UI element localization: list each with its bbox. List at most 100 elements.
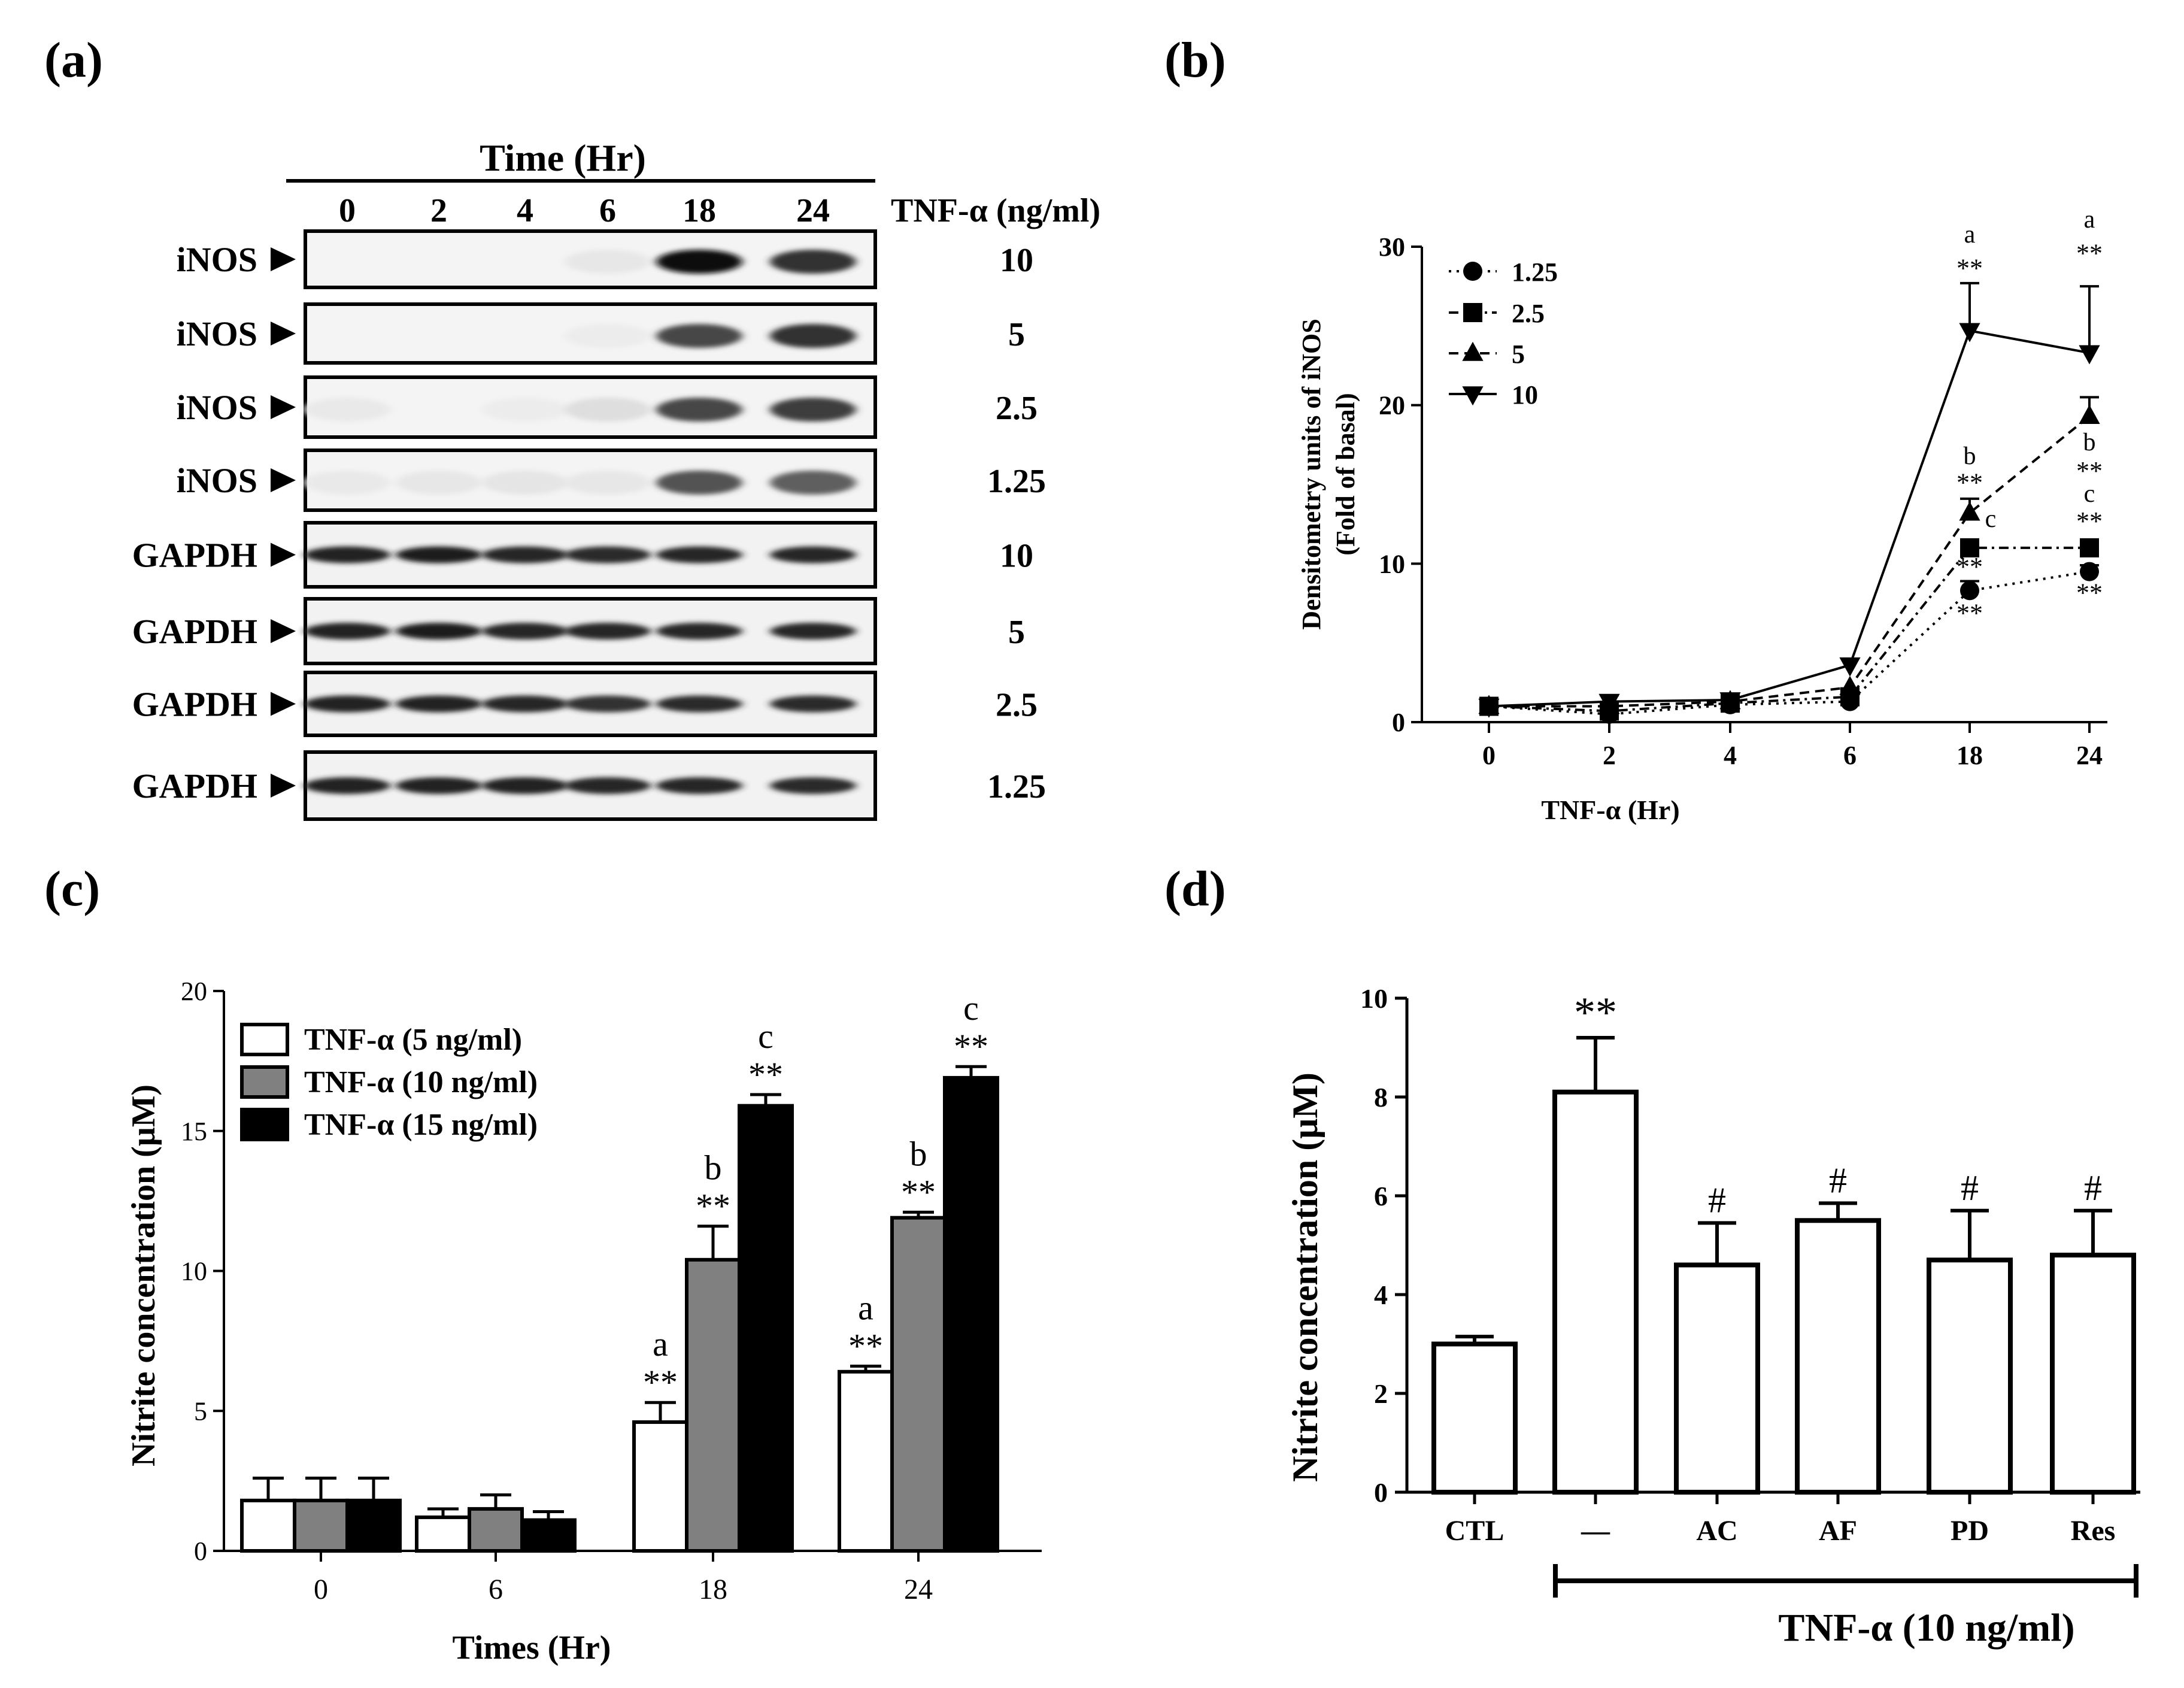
chart-b-letter: a <box>1964 221 1976 248</box>
chart-b-point <box>1960 581 1979 601</box>
chart-b-point <box>2080 538 2099 557</box>
blot-row-label: GAPDH <box>132 536 257 575</box>
blot-row: GAPDH 5 <box>132 597 1025 665</box>
blot-row: iNOS 10 <box>177 229 1033 289</box>
chart-b-ytick-label: 30 <box>1379 232 1405 262</box>
chart-b-xtick-label: 2 <box>1603 741 1616 770</box>
chart-b-significance: ** <box>1956 253 1983 283</box>
chart-b-letter: a <box>2084 206 2095 234</box>
chart-c-bar <box>685 1257 741 1553</box>
blot-band <box>770 324 856 348</box>
chart-c-ytick-label: 20 <box>181 977 207 1006</box>
blot-conc-label: 10 <box>1000 242 1033 279</box>
blot-row: iNOS 5 <box>177 302 1025 365</box>
chart-b-significance: ** <box>2076 507 2103 536</box>
blot-conc-label: 2.5 <box>996 687 1038 724</box>
chart-d-significance: ** <box>1574 989 1617 1037</box>
chart-d-significance: # <box>1829 1160 1847 1200</box>
chart-b-series-line <box>1488 329 2090 708</box>
chart-b-point <box>2079 404 2100 424</box>
chart-b-point <box>2079 345 2100 365</box>
blot-band <box>656 324 742 348</box>
chart-c-bar <box>345 1498 402 1553</box>
chart-c-significance: ** <box>848 1326 883 1365</box>
chart-c-ytick-label: 5 <box>194 1396 207 1426</box>
chart-c-letter: a <box>653 1325 668 1363</box>
blot-band <box>482 471 568 495</box>
blot-band <box>656 398 742 422</box>
blot-time-label: 0 <box>339 192 356 229</box>
blot-arrow-icon <box>271 619 296 643</box>
blot-band <box>482 695 568 713</box>
chart-d-bar <box>1674 1262 1760 1495</box>
blot-band <box>770 398 856 422</box>
chart-d-xtick-label: Res <box>2071 1515 2116 1547</box>
chart-b-point <box>1839 657 1861 677</box>
chart-c-letter: b <box>705 1148 722 1187</box>
chart-c-nitrite-time: Nitrite concentration (μM) Times (Hr) 0 5… <box>125 977 1042 1666</box>
blot-row-label: GAPDH <box>132 612 257 651</box>
chart-b-letter: c <box>2084 480 2095 508</box>
blot-arrow-icon <box>271 395 296 419</box>
chart-c-letter: a <box>858 1288 873 1327</box>
blot-row: GAPDH 10 <box>132 521 1033 589</box>
chart-b-densitometry: Densitometry units of iNOS (Fold of basa… <box>1297 206 2107 825</box>
chart-c-bar <box>240 1498 296 1553</box>
blot-arrow-icon <box>271 247 296 271</box>
chart-d-significance: # <box>1961 1168 1979 1208</box>
chart-c-bar <box>943 1075 999 1553</box>
chart-b-legend-marker <box>1462 386 1484 406</box>
chart-c-bar <box>468 1507 524 1553</box>
blot-row: GAPDH 1.25 <box>132 750 1046 821</box>
chart-d-ytick-label: 2 <box>1374 1378 1388 1409</box>
chart-b-significance: ** <box>1956 552 1983 581</box>
chart-b-series: ** a ** a <box>1478 206 2103 718</box>
blot-band <box>396 623 482 640</box>
chart-d-bar <box>1795 1218 1881 1495</box>
panel-label-c: (c) <box>44 861 100 917</box>
blot-band <box>770 471 856 495</box>
chart-b-series: **b**b <box>1478 396 2103 714</box>
chart-c-letter: c <box>758 1017 774 1056</box>
blot-time-label: 4 <box>517 192 533 229</box>
chart-d-bar <box>1927 1257 2013 1495</box>
blot-band <box>656 471 742 495</box>
blot-conc-label: 10 <box>1000 538 1033 575</box>
chart-c-legend-swatch <box>240 1023 289 1056</box>
blot-band <box>565 546 651 563</box>
blot-band <box>565 695 651 713</box>
blot-band <box>656 623 742 640</box>
chart-c-xtick-label: 6 <box>489 1574 503 1605</box>
chart-c-legend-swatch <box>240 1108 289 1141</box>
blot-conc-header: TNF-α (ng/ml) <box>891 192 1100 229</box>
chart-c-legend-label: TNF-α (5 ng/ml) <box>304 1023 522 1057</box>
chart-b-series-line <box>1488 570 2090 716</box>
chart-d-xtick-label: PD <box>1951 1515 1989 1547</box>
blot-band <box>304 471 390 495</box>
blot-row-label: iNOS <box>177 461 257 500</box>
chart-b-legend-label: 1.25 <box>1512 257 1558 287</box>
chart-c-legend-swatch <box>240 1065 289 1099</box>
chart-b-point <box>1959 323 1980 343</box>
blot-row-label: iNOS <box>177 388 257 427</box>
chart-d-ylabel: Nitrite concentration (μM) <box>1285 1072 1325 1482</box>
chart-c-bar <box>890 1216 947 1553</box>
chart-d-significance: # <box>1708 1180 1726 1220</box>
blot-band <box>565 324 651 348</box>
chart-c-bar <box>415 1515 471 1553</box>
chart-b-legend-marker <box>1462 341 1484 361</box>
chart-b-ytick-label: 20 <box>1379 391 1405 420</box>
chart-b-ytick-label: 10 <box>1379 549 1405 578</box>
chart-b-series-line <box>1488 546 2089 713</box>
chart-d-ytick-label: 6 <box>1374 1181 1388 1211</box>
blot-band <box>396 471 482 495</box>
blot-time-title: Time (Hr) <box>480 137 646 179</box>
chart-b-xlabel: TNF-α (Hr) <box>1541 795 1679 825</box>
chart-d-significance: # <box>2084 1168 2102 1208</box>
chart-b-significance: ** <box>1956 468 1983 498</box>
chart-c-bar <box>738 1104 794 1553</box>
chart-b-xtick-label: 18 <box>1956 741 1983 770</box>
chart-c-bar <box>520 1518 577 1553</box>
chart-c-significance: ** <box>696 1187 730 1226</box>
